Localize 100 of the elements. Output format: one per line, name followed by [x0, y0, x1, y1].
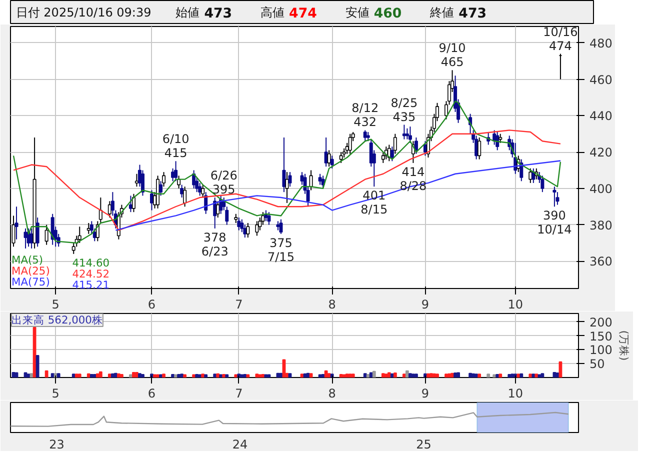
annotation: 378 6/23 — [201, 230, 228, 258]
bar — [267, 374, 271, 378]
bar — [56, 373, 60, 378]
candlestick — [324, 136, 328, 168]
candlestick — [279, 218, 283, 234]
candlestick — [183, 186, 187, 208]
candlestick — [234, 213, 238, 224]
bar — [330, 374, 334, 378]
bar — [492, 374, 496, 378]
bar — [540, 373, 544, 378]
candlestick — [405, 128, 409, 140]
candlestick — [98, 197, 102, 224]
bar — [348, 374, 352, 378]
x-tick-label: 8 — [328, 298, 336, 312]
bar — [516, 374, 520, 378]
bar — [225, 374, 229, 378]
bar — [138, 373, 142, 378]
candlestick — [216, 200, 220, 218]
bar — [246, 374, 250, 378]
bar — [258, 374, 262, 378]
y-tick-label: 150 — [590, 329, 612, 344]
bar — [216, 373, 220, 378]
candlestick — [408, 126, 412, 144]
bar — [174, 374, 178, 378]
text: 高値 474 — [260, 6, 317, 22]
candlestick — [198, 182, 202, 196]
y-tick-label: 460 — [590, 72, 612, 87]
bar — [282, 359, 286, 378]
x-tick-label: 23 — [49, 438, 64, 452]
bar — [456, 372, 460, 378]
candlestick — [330, 155, 334, 169]
bar — [508, 374, 512, 378]
x-tick-label: 7 — [235, 298, 243, 312]
bar — [288, 373, 292, 378]
bar — [363, 373, 367, 378]
bar — [498, 374, 502, 378]
candlestick — [174, 160, 178, 182]
annotation: 375 7/15 — [268, 236, 294, 264]
y-tick-label: 480 — [590, 36, 612, 50]
bar — [159, 374, 162, 378]
bar — [534, 374, 538, 378]
candlestick — [36, 217, 40, 248]
bar — [324, 370, 328, 378]
candlestick — [150, 190, 154, 211]
bar — [264, 374, 268, 378]
candlestick — [285, 172, 289, 204]
candlestick — [72, 242, 76, 254]
x-tick-label: 7 — [235, 386, 243, 400]
candlestick — [309, 170, 313, 191]
annotation: 9/10 465 — [438, 41, 466, 70]
x-tick-label: 6 — [148, 298, 156, 312]
annotation: 8/25 435 — [390, 96, 418, 124]
y-tick-label: 360 — [590, 254, 612, 269]
bar — [162, 374, 166, 378]
text: 始値 473 — [176, 6, 232, 22]
candlestick — [540, 175, 544, 193]
bar — [255, 374, 259, 378]
bar — [556, 372, 560, 378]
candlestick — [282, 136, 286, 193]
chart-title: 日付 2025/10/16 09:39 — [16, 6, 152, 20]
bar — [342, 374, 346, 378]
bar — [436, 374, 439, 378]
bar — [219, 374, 223, 378]
x-tick-label: 25 — [416, 438, 432, 452]
text: 終値 473 — [429, 6, 487, 22]
bar — [408, 373, 412, 378]
y-tick-label: 420 — [590, 146, 612, 160]
candlestick — [318, 173, 322, 186]
x-tick-label: 10 — [508, 386, 524, 400]
bar — [387, 372, 391, 378]
bar — [496, 374, 500, 378]
bar — [390, 373, 394, 378]
bar — [222, 374, 226, 378]
bar — [108, 374, 112, 378]
candlestick — [363, 130, 367, 142]
bar — [12, 372, 16, 378]
text: 安値 460 — [345, 6, 402, 22]
x-tick-label: 8 — [328, 386, 336, 400]
bar — [486, 374, 490, 378]
bar — [321, 374, 325, 378]
bar — [78, 374, 82, 378]
y-axis-title: (万株) — [617, 330, 630, 361]
y-tick-label: 380 — [590, 218, 612, 232]
bar — [204, 374, 208, 378]
chart-title: 出来高 562,000株 — [12, 314, 103, 326]
x-tick-label: 5 — [52, 386, 60, 400]
bar — [303, 373, 307, 378]
x-tick-label: 10 — [508, 298, 524, 312]
annotation: 8/12 432 — [352, 101, 379, 130]
bar — [478, 374, 482, 378]
bar — [444, 374, 448, 378]
bar — [474, 374, 478, 378]
bar — [393, 372, 397, 378]
bar — [372, 370, 376, 378]
bar — [92, 374, 96, 378]
candlestick — [498, 133, 502, 144]
bar — [300, 374, 304, 378]
bar — [116, 373, 120, 378]
bar — [402, 374, 406, 378]
bar — [243, 374, 247, 378]
